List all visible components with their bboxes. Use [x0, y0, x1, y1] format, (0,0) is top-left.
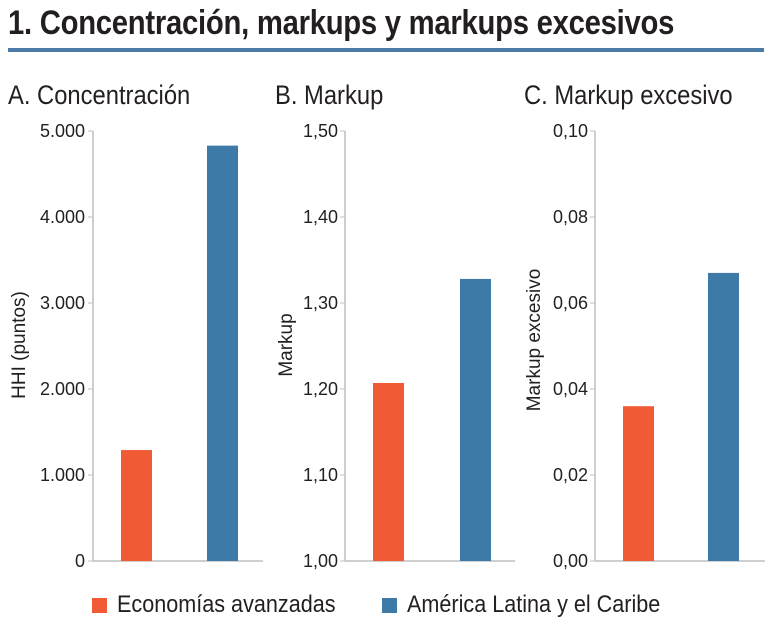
y-tick-label: 5.000 [40, 121, 85, 141]
y-tick-label: 1,00 [303, 551, 338, 571]
y-tick-label: 0,10 [553, 121, 588, 141]
bar-america-latina [460, 278, 491, 561]
legend-label: América Latina y el Caribe [406, 591, 661, 618]
y-tick-label: 3.000 [40, 293, 85, 313]
y-tick-label: 0,08 [553, 207, 588, 227]
legend-swatch [381, 597, 397, 613]
legend-item-economias-avanzadas: Economías avanzadas [92, 591, 360, 619]
bar-america-latina [708, 272, 739, 561]
y-tick-label: 0 [75, 551, 85, 571]
panel-title-a: A. Concentración [8, 80, 191, 110]
legend: Economías avanzadas América Latina y el … [92, 590, 710, 620]
bar-economias-avanzadas [121, 450, 152, 561]
bar-economias-avanzadas [623, 406, 654, 561]
y-tick-label: 0,00 [553, 551, 588, 571]
y-tick-label: 1,50 [303, 121, 338, 141]
y-tick-label: 1,20 [303, 379, 338, 399]
charts-canvas: 0 1.000 2.000 3.000 4.000 5.000 HHI (puntos) 1,… [9, 121, 765, 571]
y-tick-label: 2.000 [40, 379, 85, 399]
legend-item-america-latina: América Latina y el Caribe [381, 591, 688, 619]
panel-title-c: C. Markup excesivo [524, 80, 733, 110]
y-tick-label: 1,10 [303, 465, 338, 485]
panel-title-b: B. Markup [275, 80, 384, 110]
y-tick-label: 0,06 [553, 293, 588, 313]
y-tick-label: 0,04 [553, 379, 588, 399]
y-axis-label: Markup [276, 313, 297, 376]
bar-america-latina [207, 145, 238, 561]
y-tick-label: 4.000 [40, 207, 85, 227]
y-tick-label: 0,02 [553, 465, 588, 485]
title-rule [8, 48, 764, 52]
y-tick-label: 1,40 [303, 207, 338, 227]
bar-economias-avanzadas [373, 382, 404, 561]
y-tick-label: 1.000 [40, 465, 85, 485]
y-axis-label: HHI (puntos) [9, 291, 30, 399]
legend-label: Economías avanzadas [117, 591, 336, 618]
y-tick-label: 1,30 [303, 293, 338, 313]
page-title: 1. Concentración, markups y markups exce… [8, 4, 675, 42]
legend-swatch [92, 597, 107, 613]
y-axis-label: Markup excesivo [524, 269, 545, 412]
